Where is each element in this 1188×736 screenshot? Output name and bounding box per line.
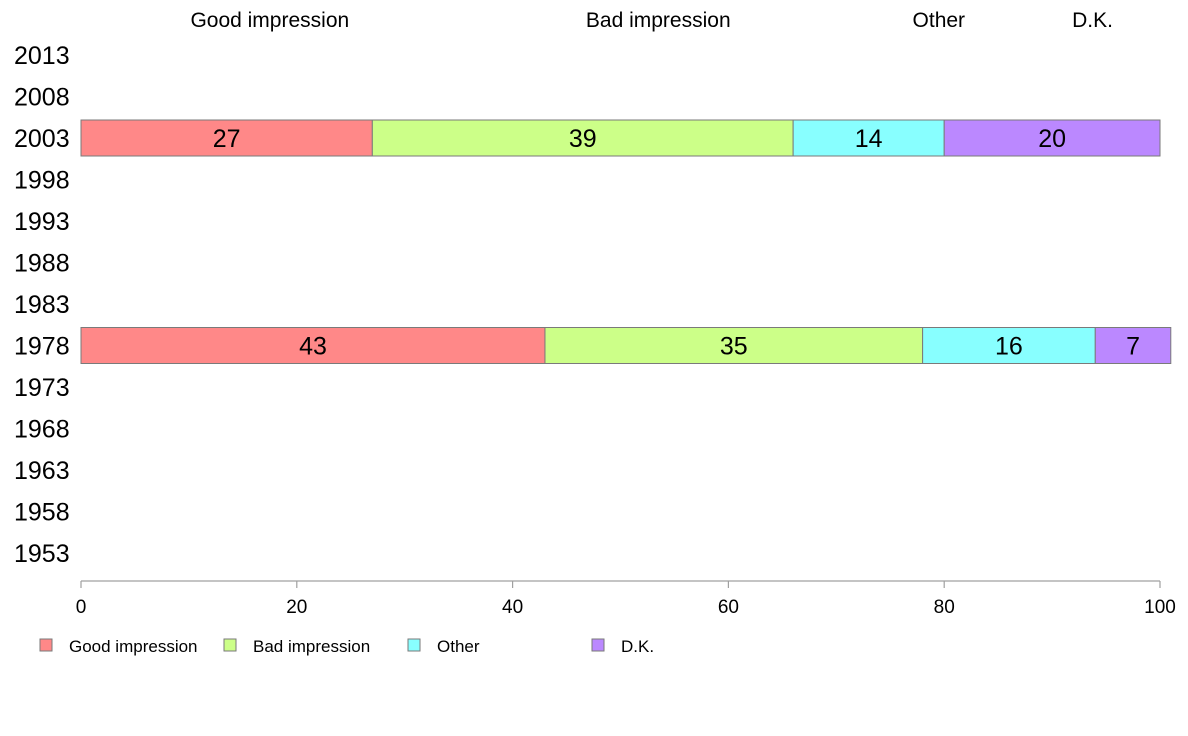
x-tick-label: 100: [1144, 597, 1176, 618]
bar-segment: [80, 327, 546, 364]
bar-value-label: 43: [299, 333, 327, 361]
bar-value-label: 16: [995, 333, 1023, 361]
x-tick-label: 20: [286, 597, 307, 618]
bar-segment: [371, 119, 794, 157]
column-header: Other: [913, 9, 966, 32]
year-label: 1968: [14, 416, 70, 444]
legend-swatch: [39, 638, 53, 652]
year-label: 1973: [14, 374, 70, 402]
x-tick-label: 60: [718, 597, 739, 618]
legend-label: Bad impression: [253, 637, 370, 656]
year-label: 1993: [14, 208, 70, 236]
year-label: 1988: [14, 250, 70, 278]
bar-segment: [1094, 327, 1172, 364]
legend-swatch: [407, 638, 421, 652]
bar-value-label: 27: [213, 125, 241, 153]
year-label: 1953: [14, 540, 70, 568]
year-label: 1983: [14, 291, 70, 319]
legend-swatch: [591, 638, 605, 652]
x-tick-label: 80: [934, 597, 955, 618]
bar-value-label: 39: [569, 125, 597, 153]
bar-value-label: 14: [855, 125, 883, 153]
year-label: 2013: [14, 42, 70, 70]
column-header: D.K.: [1072, 9, 1113, 32]
bar-segment: [943, 119, 1161, 157]
bar-value-label: 35: [720, 333, 748, 361]
year-label: 1998: [14, 167, 70, 195]
bar-segment: [80, 119, 373, 157]
year-label: 1963: [14, 457, 70, 485]
year-label: 1978: [14, 333, 70, 361]
legend-label: D.K.: [621, 637, 654, 656]
bar-segment: [544, 327, 924, 364]
bar-segment: [922, 327, 1096, 364]
column-header: Good impression: [190, 9, 349, 32]
x-tick-label: 40: [502, 597, 523, 618]
bar-segments: 27 39 14 20 43 35 16 7: [80, 119, 1172, 364]
legend-label: Good impression: [69, 637, 198, 656]
year-label: 2003: [14, 125, 70, 153]
x-axis: 0 20 40 60 80 100: [76, 580, 1176, 618]
legend-label: Other: [437, 637, 480, 656]
legend-swatch: [223, 638, 237, 652]
bar-value-label: 20: [1038, 125, 1066, 153]
legend: Good impression Bad impression Other D.K.: [39, 637, 654, 656]
column-headers: Good impression Bad impression Other D.K.: [190, 9, 1113, 32]
bar-value-label: 7: [1126, 333, 1140, 361]
year-label: 2008: [14, 84, 70, 112]
bar-segment: [792, 119, 945, 157]
column-header: Bad impression: [586, 9, 731, 32]
x-tick-label: 0: [76, 597, 87, 618]
year-label: 1958: [14, 499, 70, 527]
year-labels: 2013 2008 2003 1998 1993 1988 1983 1978 1973 1968…: [14, 42, 70, 568]
